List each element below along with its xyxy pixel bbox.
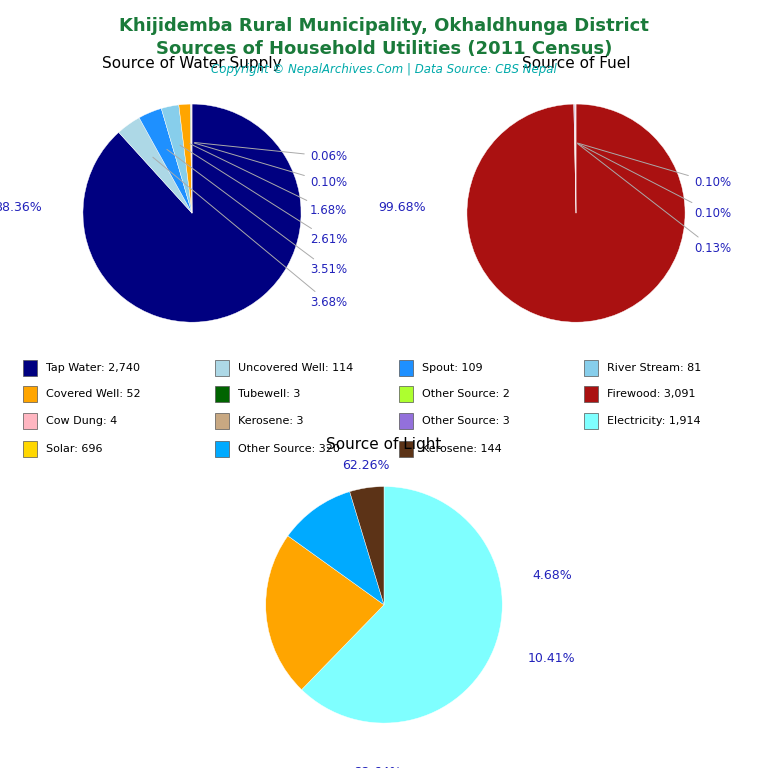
- Wedge shape: [288, 492, 384, 605]
- Bar: [584, 413, 598, 429]
- Wedge shape: [83, 104, 301, 322]
- Text: Covered Well: 52: Covered Well: 52: [46, 389, 141, 399]
- Bar: [399, 413, 413, 429]
- Bar: [584, 360, 598, 376]
- Text: Solar: 696: Solar: 696: [46, 444, 103, 454]
- Text: Sources of Household Utilities (2011 Census): Sources of Household Utilities (2011 Cen…: [156, 40, 612, 58]
- Wedge shape: [179, 104, 192, 213]
- Wedge shape: [575, 104, 576, 213]
- Text: 1.68%: 1.68%: [190, 144, 347, 217]
- Text: 2.61%: 2.61%: [180, 145, 347, 246]
- Wedge shape: [467, 104, 685, 322]
- Text: Kerosene: 3: Kerosene: 3: [238, 416, 303, 426]
- Text: River Stream: 81: River Stream: 81: [607, 363, 701, 373]
- Text: 88.36%: 88.36%: [0, 201, 41, 214]
- Text: Other Source: 3: Other Source: 3: [422, 416, 510, 426]
- Text: Copyright © NepalArchives.Com | Data Source: CBS Nepal: Copyright © NepalArchives.Com | Data Sou…: [211, 63, 557, 76]
- Bar: [399, 441, 413, 457]
- Text: 3.51%: 3.51%: [167, 149, 347, 276]
- Text: Firewood: 3,091: Firewood: 3,091: [607, 389, 695, 399]
- Bar: [23, 413, 37, 429]
- Text: Tubewell: 3: Tubewell: 3: [238, 389, 300, 399]
- Text: Cow Dung: 4: Cow Dung: 4: [46, 416, 118, 426]
- Title: Source of Fuel: Source of Fuel: [521, 57, 631, 71]
- Bar: [23, 386, 37, 402]
- Wedge shape: [161, 105, 192, 213]
- Text: 99.68%: 99.68%: [378, 201, 425, 214]
- Text: 0.10%: 0.10%: [194, 143, 347, 189]
- Wedge shape: [574, 104, 576, 213]
- Bar: [215, 413, 229, 429]
- Text: Other Source: 320: Other Source: 320: [238, 444, 340, 454]
- Text: Spout: 109: Spout: 109: [422, 363, 483, 373]
- Bar: [23, 360, 37, 376]
- Text: 0.06%: 0.06%: [194, 143, 347, 163]
- Bar: [23, 441, 37, 457]
- Text: 4.68%: 4.68%: [532, 569, 572, 581]
- Text: 0.10%: 0.10%: [578, 144, 731, 220]
- Wedge shape: [266, 536, 384, 690]
- Text: Electricity: 1,914: Electricity: 1,914: [607, 416, 700, 426]
- Wedge shape: [574, 104, 576, 213]
- Bar: [215, 441, 229, 457]
- Wedge shape: [349, 487, 384, 605]
- Bar: [215, 360, 229, 376]
- Text: Khijidemba Rural Municipality, Okhaldhunga District: Khijidemba Rural Municipality, Okhaldhun…: [119, 17, 649, 35]
- Text: Kerosene: 144: Kerosene: 144: [422, 444, 502, 454]
- Text: 62.26%: 62.26%: [343, 458, 390, 472]
- Text: 3.68%: 3.68%: [153, 157, 347, 309]
- Text: Other Source: 2: Other Source: 2: [422, 389, 510, 399]
- Title: Source of Water Supply: Source of Water Supply: [102, 57, 282, 71]
- Wedge shape: [302, 487, 502, 723]
- Text: 22.64%: 22.64%: [354, 766, 402, 768]
- Title: Source of Light: Source of Light: [326, 437, 442, 452]
- Wedge shape: [190, 104, 192, 213]
- Wedge shape: [119, 118, 192, 213]
- Text: 10.41%: 10.41%: [528, 651, 576, 664]
- Text: 0.13%: 0.13%: [578, 144, 731, 254]
- Text: 0.10%: 0.10%: [578, 143, 731, 189]
- Text: Tap Water: 2,740: Tap Water: 2,740: [46, 363, 140, 373]
- Wedge shape: [139, 108, 192, 213]
- Bar: [584, 386, 598, 402]
- Bar: [399, 386, 413, 402]
- Bar: [399, 360, 413, 376]
- Text: Uncovered Well: 114: Uncovered Well: 114: [238, 363, 353, 373]
- Bar: [215, 386, 229, 402]
- Wedge shape: [191, 104, 192, 213]
